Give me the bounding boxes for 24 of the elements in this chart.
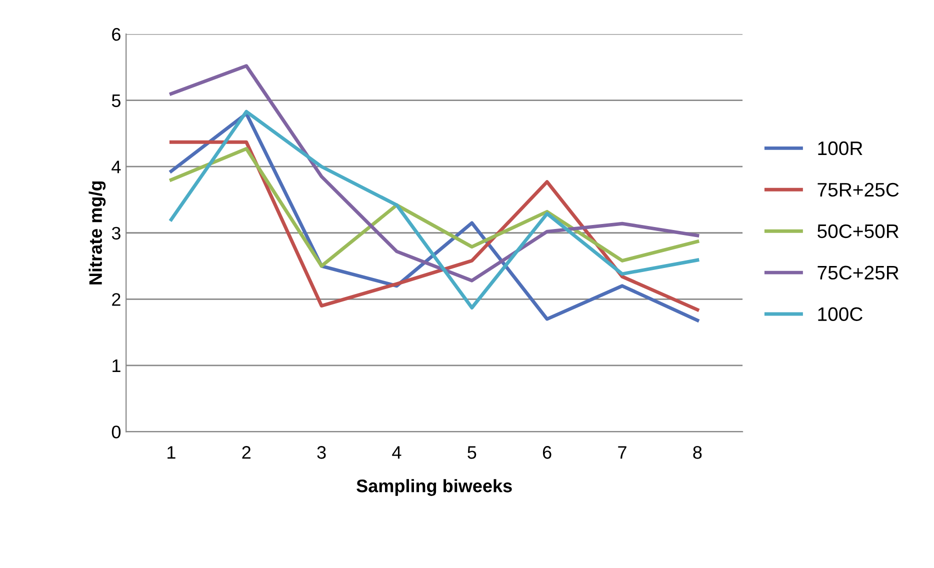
- legend-label: 75R+25C: [818, 182, 899, 197]
- y-tick-label: 4: [112, 160, 121, 174]
- x-tick-label: 2: [242, 446, 250, 459]
- x-axis-title: Sampling biweeks: [356, 479, 512, 496]
- x-tick-label: 3: [317, 446, 326, 459]
- y-tick-label: 6: [112, 28, 120, 41]
- line-series: [169, 64, 700, 282]
- y-tick-label: 2: [112, 293, 120, 306]
- x-tick-label: 8: [693, 446, 702, 459]
- y-axis-title: Nitrate mg/g: [88, 181, 106, 284]
- line-series: [169, 146, 700, 268]
- legend-label: 75C+25R: [818, 266, 899, 280]
- legend-label: 100R: [818, 141, 862, 156]
- x-tick-label: 5: [468, 446, 476, 459]
- x-tick-label: 6: [542, 446, 552, 459]
- y-tick-label: 0: [112, 426, 121, 438]
- x-tick-label: 1: [168, 446, 176, 459]
- legend-label: 100C: [818, 307, 862, 322]
- legend-label: 50C+50R: [818, 224, 899, 238]
- x-tick-label: 7: [618, 446, 626, 459]
- x-tick-label: 4: [392, 446, 402, 459]
- y-tick-label: 3: [112, 226, 120, 240]
- y-tick-label: 5: [112, 94, 120, 108]
- y-tick-label: 1: [112, 360, 120, 372]
